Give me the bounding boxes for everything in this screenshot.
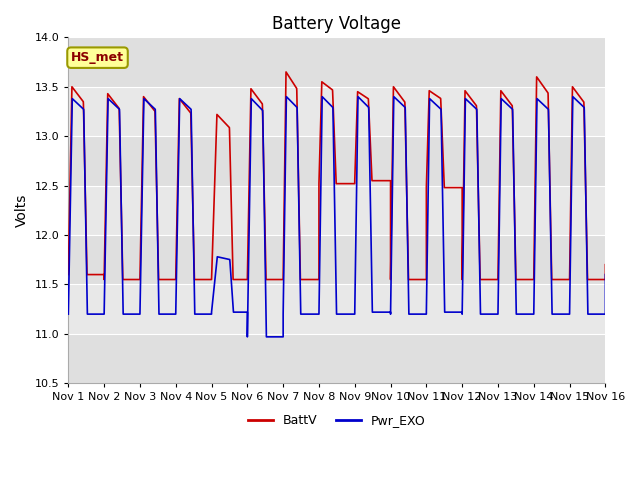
Pwr_EXO bbox=[390, 94, 397, 99]
BattV bbox=[602, 262, 609, 267]
Line: Pwr_EXO: Pwr_EXO bbox=[68, 96, 605, 337]
Pwr_EXO bbox=[475, 198, 483, 204]
Pwr_EXO bbox=[572, 96, 579, 102]
Bar bbox=[68, 37, 605, 87]
BattV bbox=[65, 272, 72, 277]
Bar bbox=[68, 334, 605, 384]
Pwr_EXO bbox=[203, 311, 211, 317]
Bar bbox=[68, 285, 605, 334]
BattV bbox=[572, 87, 579, 93]
Bar bbox=[68, 136, 605, 186]
Line: BattV: BattV bbox=[68, 72, 605, 279]
Pwr_EXO bbox=[250, 98, 258, 104]
Pwr_EXO bbox=[387, 287, 395, 293]
BattV bbox=[230, 276, 238, 282]
Bar bbox=[68, 87, 605, 136]
BattV bbox=[100, 276, 108, 282]
Pwr_EXO bbox=[243, 334, 251, 340]
Bar bbox=[68, 186, 605, 235]
BattV bbox=[387, 244, 395, 250]
Legend: BattV, Pwr_EXO: BattV, Pwr_EXO bbox=[243, 409, 431, 432]
Pwr_EXO bbox=[65, 311, 72, 317]
Pwr_EXO bbox=[230, 309, 238, 315]
BattV bbox=[475, 198, 483, 204]
Title: Battery Voltage: Battery Voltage bbox=[273, 15, 401, 33]
Y-axis label: Volts: Volts bbox=[15, 193, 29, 227]
BattV bbox=[204, 276, 211, 282]
Pwr_EXO bbox=[602, 272, 609, 277]
BattV bbox=[282, 69, 290, 75]
Text: HS_met: HS_met bbox=[71, 51, 124, 64]
BattV bbox=[250, 90, 258, 96]
Bar bbox=[68, 235, 605, 285]
